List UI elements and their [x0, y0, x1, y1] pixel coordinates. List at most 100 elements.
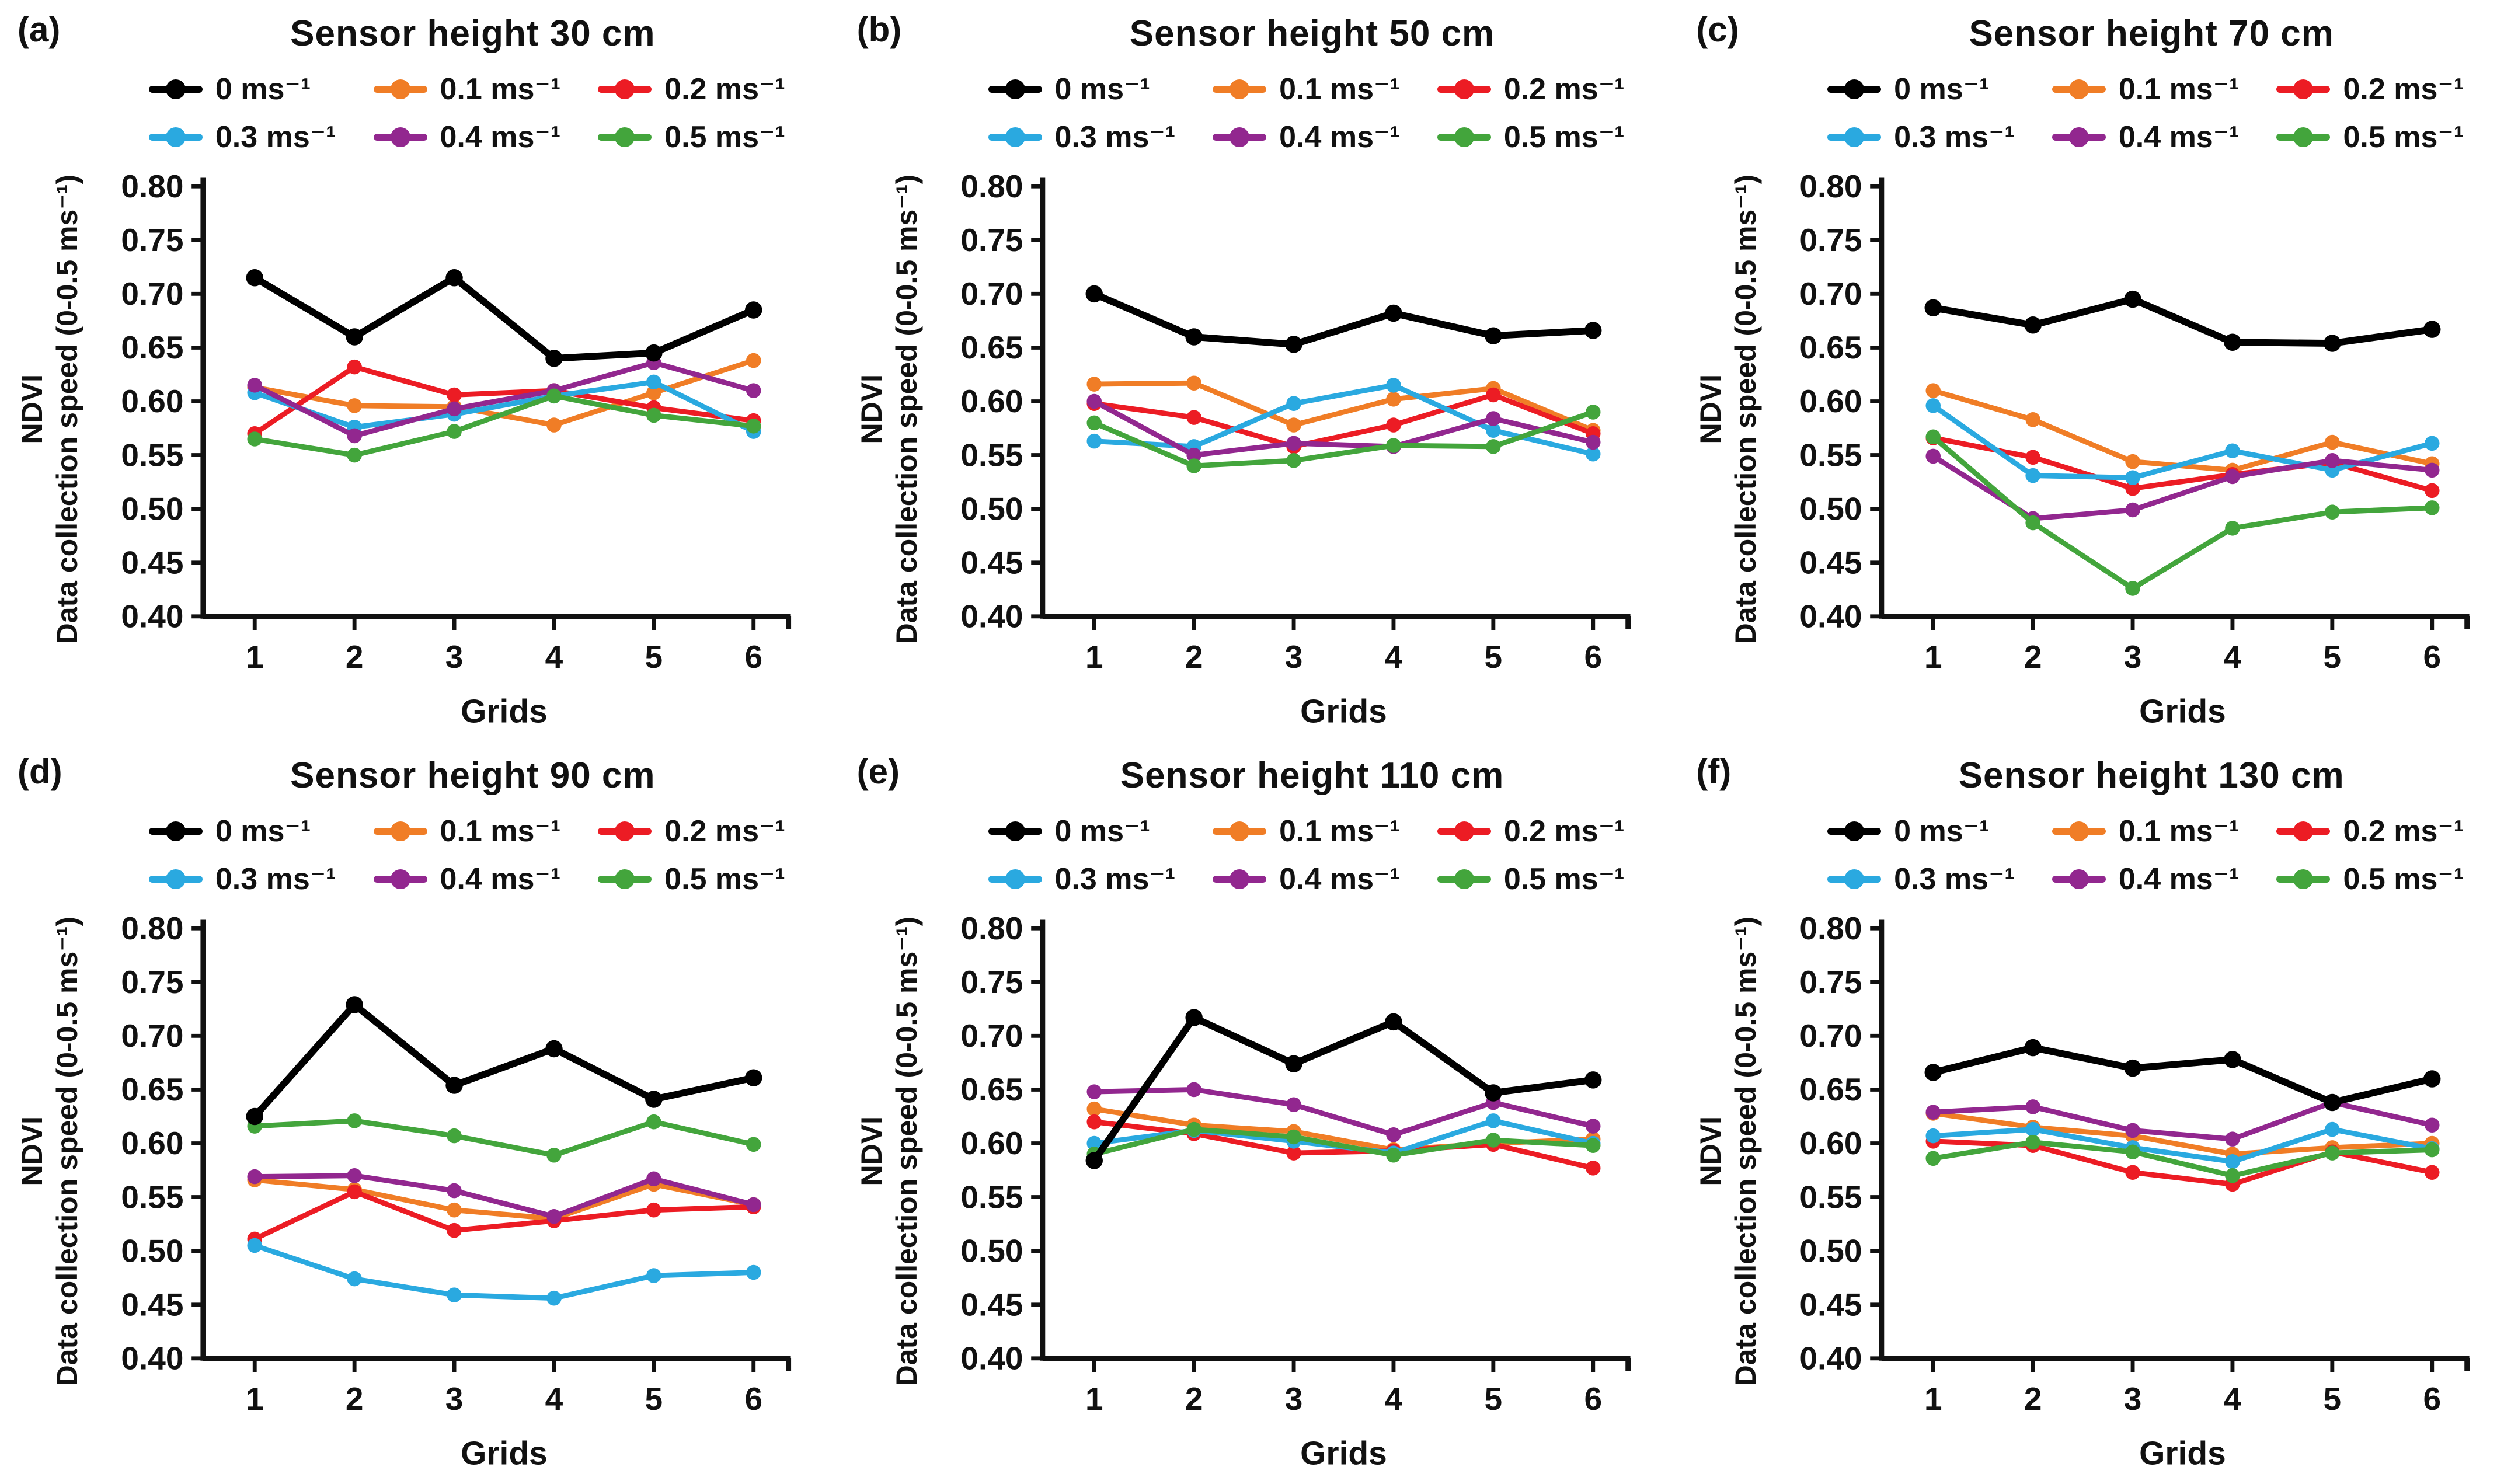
data-point [1286, 396, 1301, 411]
legend-line-marker-icon [2276, 127, 2331, 147]
panel-label: (b) [856, 10, 902, 49]
legend-item-label: 0.2 ms⁻¹ [2343, 72, 2464, 106]
data-point [2225, 521, 2241, 536]
x-tick-label: 2 [1185, 1381, 1203, 1417]
data-point [1485, 439, 1501, 454]
legend-dot-icon [1454, 79, 1474, 99]
data-point [1186, 447, 1201, 463]
data-point [1284, 336, 1302, 353]
legend-item: 0.1 ms⁻¹ [1213, 814, 1400, 849]
x-tick-label: 4 [545, 1381, 563, 1417]
legend-item: 0.1 ms⁻¹ [2052, 814, 2240, 849]
legend-line-marker-icon [988, 127, 1042, 147]
y-tick-label: 0.75 [1800, 222, 1862, 258]
x-tick-label: 4 [1384, 639, 1402, 675]
legend-item-label: 0.5 ms⁻¹ [1503, 862, 1625, 896]
y-tick-label: 0.60 [121, 383, 183, 419]
y-axis-label: NDVI Data collection speed (0-0.5 ms⁻¹) [6, 903, 93, 1482]
data-point [1485, 411, 1501, 426]
legend-item-label: 0.2 ms⁻¹ [2343, 814, 2464, 848]
legend-item-label: 0.2 ms⁻¹ [1503, 72, 1625, 106]
data-point [646, 1268, 661, 1283]
panel-title: Sensor height 50 cm [1129, 13, 1495, 54]
legend-line-marker-icon [373, 821, 427, 841]
data-point [1284, 1055, 1302, 1072]
data-point [2025, 1121, 2041, 1137]
legend-line-marker-icon [598, 127, 652, 147]
data-point [1086, 377, 1102, 392]
data-point [347, 1184, 362, 1200]
legend-item: 0.1 ms⁻¹ [1213, 72, 1400, 107]
data-point [2325, 504, 2340, 520]
data-point [247, 1238, 263, 1253]
legend-line-marker-icon [598, 821, 652, 841]
legend-line-marker-icon [148, 127, 203, 147]
data-point [1286, 417, 1301, 433]
y-axis-label-line2: Data collection speed (0-0.5 ms⁻¹) [51, 916, 83, 1387]
data-point [1086, 433, 1102, 449]
data-point [545, 350, 563, 367]
legend-item: 0.4 ms⁻¹ [373, 862, 560, 897]
y-tick-label: 0.55 [121, 437, 183, 473]
y-tick-label: 0.50 [121, 1232, 183, 1269]
data-point [1484, 1084, 1502, 1102]
x-tick-label: 3 [2124, 639, 2142, 675]
legend-dot-icon [1454, 127, 1474, 147]
legend-item: 0 ms⁻¹ [1827, 814, 2015, 849]
y-tick-label: 0.45 [1800, 544, 1862, 580]
y-tick-label: 0.75 [960, 222, 1023, 258]
legend-dot-icon [615, 821, 635, 841]
legend-item: 0.2 ms⁻¹ [598, 814, 785, 849]
x-tick-label: 1 [1085, 639, 1103, 675]
data-point [546, 1208, 562, 1224]
data-point [546, 417, 562, 433]
x-axis-label: Grids [461, 693, 548, 730]
y-tick-label: 0.75 [960, 964, 1023, 1000]
y-tick-label: 0.40 [1800, 598, 1862, 634]
x-tick-label: 3 [1284, 1381, 1302, 1417]
data-point [746, 419, 761, 434]
data-point [1925, 429, 1941, 445]
legend-item-label: 0 ms⁻¹ [1894, 72, 1990, 106]
y-tick-label: 0.65 [1800, 1071, 1862, 1107]
legend-item: 0 ms⁻¹ [148, 72, 336, 107]
data-point [2025, 450, 2041, 465]
data-point [2425, 483, 2440, 499]
data-point [1485, 387, 1501, 403]
y-tick-label: 0.55 [960, 1179, 1023, 1215]
y-axis-label: NDVI Data collection speed (0-0.5 ms⁻¹) [6, 161, 93, 740]
panel-label: (e) [856, 752, 900, 791]
x-tick-label: 6 [2423, 1381, 2442, 1417]
legend-item-label: 0.4 ms⁻¹ [440, 120, 561, 154]
legend-line-marker-icon [2276, 869, 2331, 889]
y-axis-label-line1: NDVI [855, 1116, 888, 1186]
data-point [2425, 436, 2440, 451]
data-point [1585, 1119, 1601, 1134]
x-tick-label: 1 [1924, 1381, 1942, 1417]
data-point [1925, 1128, 1941, 1144]
legend-line-marker-icon [1437, 127, 1491, 147]
legend-line-marker-icon [1827, 821, 1882, 841]
data-point [2025, 1134, 2041, 1150]
plot-row: NDVI Data collection speed (0-0.5 ms⁻¹) … [845, 903, 1669, 1482]
y-tick-label: 0.75 [1800, 964, 1862, 1000]
data-point [646, 1114, 661, 1130]
legend-dot-icon [390, 821, 410, 841]
series-line [1091, 409, 1596, 469]
data-point [347, 1168, 362, 1183]
y-axis-label: NDVI Data collection speed (0-0.5 ms⁻¹) [1684, 161, 1772, 740]
series-line [1930, 1044, 2436, 1106]
y-tick-label: 0.55 [1800, 1179, 1862, 1215]
line-plot: 0.80 0.75 0.70 0.65 0.60 0.55 0.50 0.45 0.40 1 2 3 4… [960, 168, 1631, 730]
legend-item-label: 0.3 ms⁻¹ [215, 120, 336, 154]
legend-dot-icon [1454, 869, 1474, 889]
data-point [1925, 1151, 1941, 1166]
data-point [1086, 1084, 1102, 1099]
y-tick-label: 0.55 [121, 1179, 183, 1215]
y-tick-label: 0.40 [121, 598, 183, 634]
legend-item-label: 0.4 ms⁻¹ [2118, 862, 2240, 896]
legend-dot-icon [1005, 821, 1025, 841]
data-point [2425, 1117, 2440, 1133]
legend-item-label: 0.1 ms⁻¹ [2118, 814, 2240, 848]
legend-line-marker-icon [598, 79, 652, 99]
